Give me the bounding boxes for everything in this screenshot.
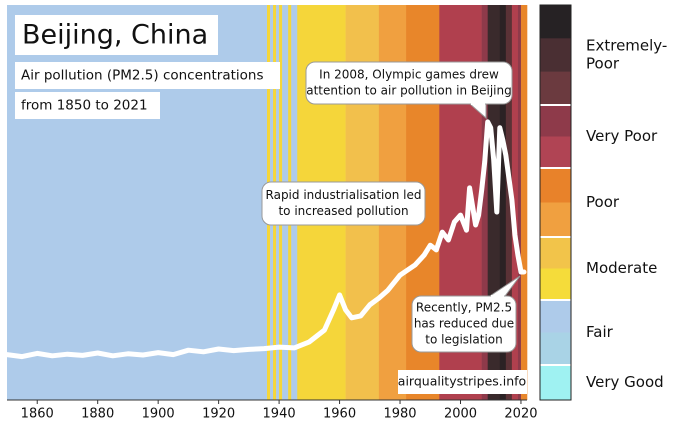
callout-text: Recently, PM2.5 bbox=[416, 301, 512, 315]
callout-box bbox=[305, 61, 513, 105]
chart-title: Beijing, China bbox=[22, 20, 208, 51]
x-tick-label: 2000 bbox=[444, 407, 477, 422]
source: airqualitystripes.info bbox=[398, 374, 526, 389]
legend-swatch bbox=[540, 202, 571, 238]
x-tick-label: 1980 bbox=[383, 407, 416, 422]
pollution-line bbox=[4, 119, 527, 360]
legend-swatch bbox=[540, 268, 571, 301]
legend-swatch bbox=[540, 5, 571, 39]
stripe bbox=[499, 5, 507, 400]
stripe bbox=[511, 5, 519, 400]
legend-label: Fair bbox=[586, 323, 614, 341]
subtitle: Air pollution (PM2.5) concentrations bbox=[21, 68, 263, 84]
legend-swatch bbox=[540, 237, 571, 269]
legend-frame bbox=[539, 4, 572, 401]
callout-text: to increased pollution bbox=[278, 204, 408, 218]
subtitle-box bbox=[15, 92, 160, 119]
x-tick-label: 1880 bbox=[81, 407, 114, 422]
stripe bbox=[481, 5, 488, 400]
stripe bbox=[505, 5, 513, 400]
stripe bbox=[517, 5, 522, 400]
legend-label: Very Poor bbox=[586, 127, 658, 145]
legend-swatch bbox=[540, 300, 571, 333]
source-box bbox=[398, 370, 527, 394]
title-box bbox=[15, 15, 218, 55]
x-tick-label: 2020 bbox=[504, 407, 537, 422]
x-tick-label: 1940 bbox=[263, 407, 296, 422]
subtitle: from 1850 to 2021 bbox=[21, 98, 148, 114]
legend-swatch bbox=[540, 38, 571, 72]
legend-swatch bbox=[540, 71, 571, 106]
x-tick-label: 1900 bbox=[142, 407, 175, 422]
callout-box bbox=[261, 181, 426, 226]
callout-text: to legislation bbox=[425, 333, 502, 347]
legend-label: Extremely- bbox=[586, 37, 667, 55]
x-tick-label: 1860 bbox=[21, 407, 54, 422]
legend-swatch bbox=[540, 136, 571, 169]
legend-label: Very Good bbox=[586, 373, 664, 391]
line-layer bbox=[4, 119, 527, 360]
callout-box bbox=[411, 295, 517, 353]
callout-text: attention to air pollution in Beijing bbox=[306, 84, 511, 98]
callout-text: In 2008, Olympic games drew bbox=[319, 68, 499, 82]
legend-label: Poor bbox=[586, 193, 620, 211]
callout-text: Rapid industrialisation led bbox=[266, 188, 422, 202]
legend-swatch bbox=[540, 168, 571, 203]
legend-swatch bbox=[540, 365, 571, 401]
overlay: 1860 1880 1900 1920 1940 1960 1980 2000 2020 Beij… bbox=[7, 4, 667, 422]
legend-swatch bbox=[540, 332, 571, 366]
legend-swatch bbox=[540, 105, 571, 137]
subtitle-box bbox=[15, 62, 280, 89]
x-tick-label: 1920 bbox=[202, 407, 235, 422]
stripe bbox=[520, 5, 528, 400]
x-tick-label: 1960 bbox=[323, 407, 356, 422]
legend-label: Poor bbox=[586, 55, 620, 73]
callout-text: has reduced due bbox=[414, 317, 514, 331]
legend-label: Moderate bbox=[586, 259, 657, 277]
